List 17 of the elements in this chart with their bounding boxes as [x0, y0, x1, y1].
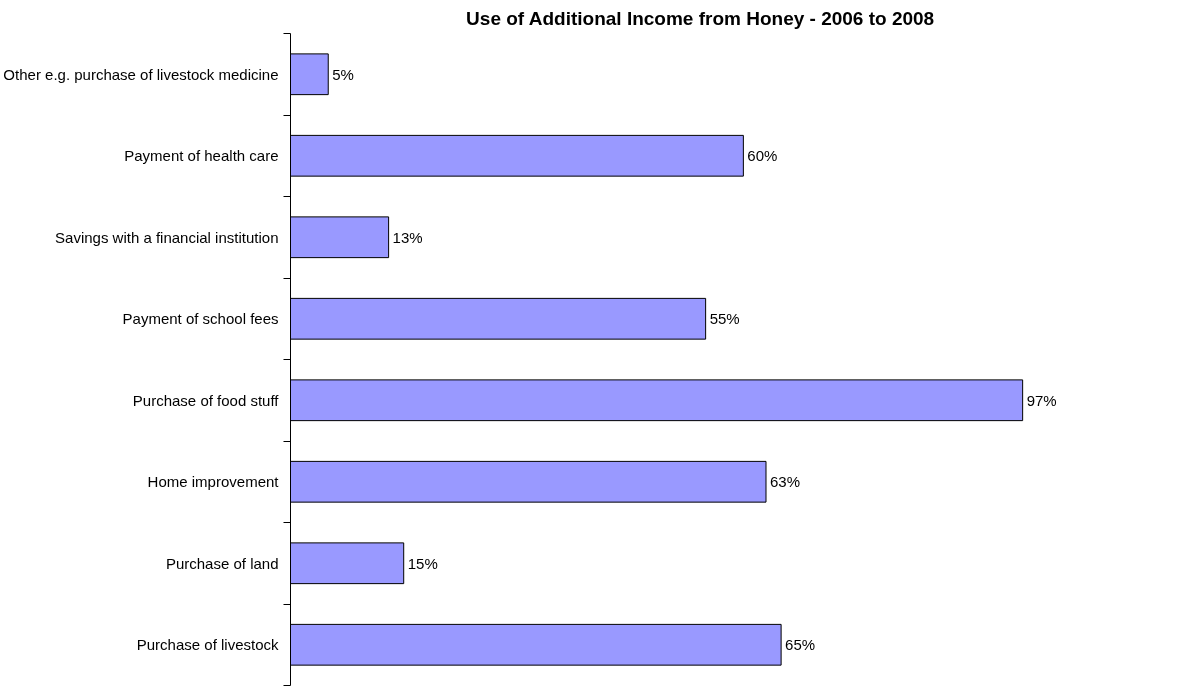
- y-tick-label: Savings with a financial institution: [55, 228, 279, 246]
- data-label: 13%: [392, 228, 423, 246]
- y-tick-label: Payment of school fees: [122, 310, 279, 328]
- data-label: 60%: [747, 147, 778, 165]
- data-label: 15%: [407, 554, 438, 572]
- y-tick-label: Other e.g. purchase of livestock medicine: [3, 65, 279, 83]
- data-label: 97%: [1026, 391, 1057, 409]
- data-label: 5%: [332, 65, 354, 83]
- y-tick-label: Purchase of food stuff: [132, 391, 280, 409]
- data-label: 65%: [785, 636, 816, 654]
- chart-title: Use of Additional Income from Honey - 2006 to 2008: [466, 7, 935, 29]
- y-tick-label: Purchase of land: [165, 554, 279, 572]
- data-label: 55%: [709, 310, 740, 328]
- y-tick-label: Payment of health care: [124, 147, 279, 165]
- y-tick-label: Purchase of livestock: [136, 636, 279, 654]
- data-label: 63%: [770, 473, 801, 491]
- y-tick-label: Home improvement: [147, 473, 280, 491]
